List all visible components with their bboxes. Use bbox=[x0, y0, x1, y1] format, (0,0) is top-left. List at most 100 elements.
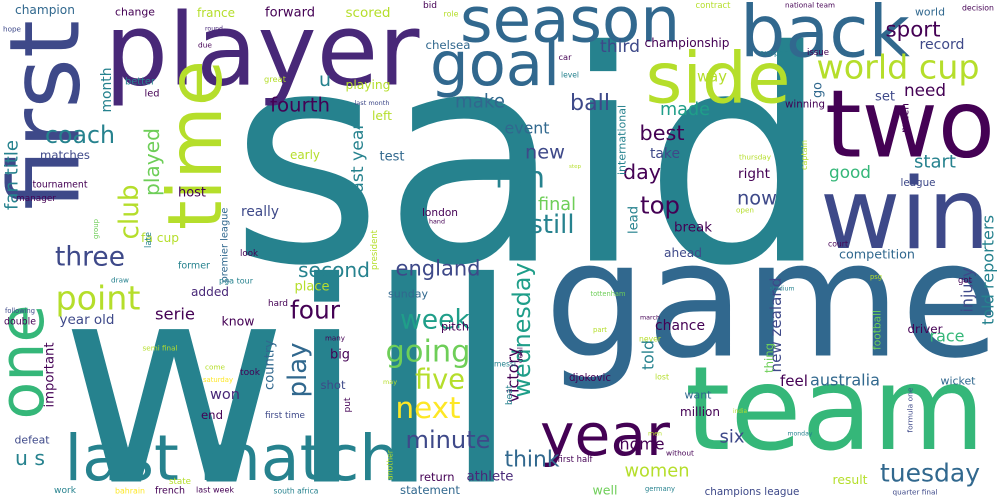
word: saturday bbox=[203, 376, 233, 384]
word: test bbox=[380, 150, 405, 165]
word: come bbox=[205, 363, 226, 372]
word: last month bbox=[355, 99, 390, 107]
word: really bbox=[241, 204, 279, 220]
word: fourth bbox=[270, 94, 330, 117]
word: many bbox=[325, 334, 345, 343]
word: second bbox=[298, 258, 370, 282]
word: hope bbox=[3, 25, 22, 34]
word: time bbox=[151, 60, 239, 230]
word: know bbox=[222, 314, 255, 329]
word: coach bbox=[45, 121, 115, 149]
word: better bbox=[125, 77, 156, 88]
word: big bbox=[330, 348, 350, 363]
word: national team bbox=[785, 1, 835, 10]
word: country bbox=[263, 340, 278, 390]
word: made bbox=[660, 100, 710, 120]
word: record bbox=[920, 37, 965, 53]
word: without bbox=[666, 449, 694, 458]
word: hard bbox=[268, 299, 288, 309]
word: beat bbox=[505, 384, 515, 405]
word: monday bbox=[788, 431, 813, 438]
word: won bbox=[210, 387, 240, 403]
word: year bbox=[540, 401, 670, 469]
word: wednesday bbox=[508, 263, 536, 398]
word: run bbox=[495, 161, 545, 196]
word: player bbox=[105, 0, 421, 109]
word: one bbox=[0, 305, 58, 420]
word: return bbox=[420, 470, 455, 484]
word: ahead bbox=[664, 246, 702, 260]
word: set bbox=[875, 90, 895, 105]
word: break bbox=[674, 221, 712, 236]
word: season bbox=[460, 0, 680, 57]
word: work bbox=[54, 486, 77, 496]
word: early bbox=[290, 148, 320, 162]
word: u s bbox=[15, 446, 45, 470]
word: contract bbox=[696, 0, 732, 10]
word: ball bbox=[570, 90, 610, 116]
word: india bbox=[733, 409, 747, 415]
word: draw bbox=[111, 276, 129, 285]
word: best bbox=[640, 121, 685, 145]
word: u bbox=[319, 69, 331, 91]
word: win bbox=[820, 158, 990, 272]
word: first half bbox=[558, 454, 594, 464]
word: championship bbox=[645, 36, 730, 50]
word: women bbox=[625, 461, 690, 482]
word: role bbox=[444, 10, 459, 19]
word: go bbox=[811, 82, 826, 98]
word: month bbox=[99, 68, 115, 113]
word: take bbox=[650, 146, 680, 162]
word: playing bbox=[346, 78, 391, 92]
word: last match bbox=[65, 421, 400, 495]
word: three bbox=[55, 242, 125, 273]
word: place bbox=[295, 280, 330, 295]
word: first bbox=[0, 20, 102, 210]
word: now bbox=[737, 187, 777, 210]
word: competition bbox=[839, 248, 915, 263]
word: result bbox=[833, 473, 868, 487]
word: goal bbox=[430, 30, 560, 100]
word: new zealand bbox=[767, 278, 785, 373]
word: serie bbox=[155, 305, 195, 324]
word: led bbox=[145, 89, 160, 100]
word: injury bbox=[958, 268, 977, 313]
word: fan title bbox=[2, 140, 23, 210]
word: much bbox=[899, 103, 912, 133]
word: statement bbox=[400, 483, 460, 497]
word: shot bbox=[321, 378, 346, 392]
word: captain bbox=[799, 140, 809, 170]
word: march bbox=[640, 315, 660, 322]
word: world bbox=[915, 6, 945, 19]
word: side bbox=[646, 37, 791, 120]
word: last year bbox=[348, 122, 368, 198]
word: start bbox=[914, 152, 956, 173]
word: still bbox=[530, 210, 575, 240]
word: defeat bbox=[15, 434, 50, 447]
word: played bbox=[140, 128, 164, 196]
word: million bbox=[680, 405, 720, 419]
word: chelsea bbox=[426, 38, 471, 52]
word: athlete bbox=[467, 470, 514, 485]
word: week bbox=[400, 305, 471, 336]
word: formula one bbox=[906, 387, 915, 432]
word: messi bbox=[494, 360, 516, 369]
word: bahrain bbox=[115, 487, 145, 496]
word: world cup bbox=[817, 48, 980, 87]
word: fa cup bbox=[141, 231, 179, 245]
word: going bbox=[386, 335, 471, 370]
word: winning bbox=[785, 100, 825, 111]
word: semi final bbox=[143, 344, 178, 353]
word: think bbox=[505, 448, 560, 473]
word: final bbox=[538, 195, 576, 215]
word: tuesday bbox=[880, 459, 980, 488]
word: psg bbox=[870, 273, 882, 281]
word: pga tour bbox=[219, 277, 254, 286]
word: france bbox=[197, 6, 235, 20]
word: djokovic bbox=[569, 372, 611, 384]
word: tottenham bbox=[591, 290, 626, 298]
word: end bbox=[201, 408, 223, 422]
word: point bbox=[56, 279, 141, 318]
